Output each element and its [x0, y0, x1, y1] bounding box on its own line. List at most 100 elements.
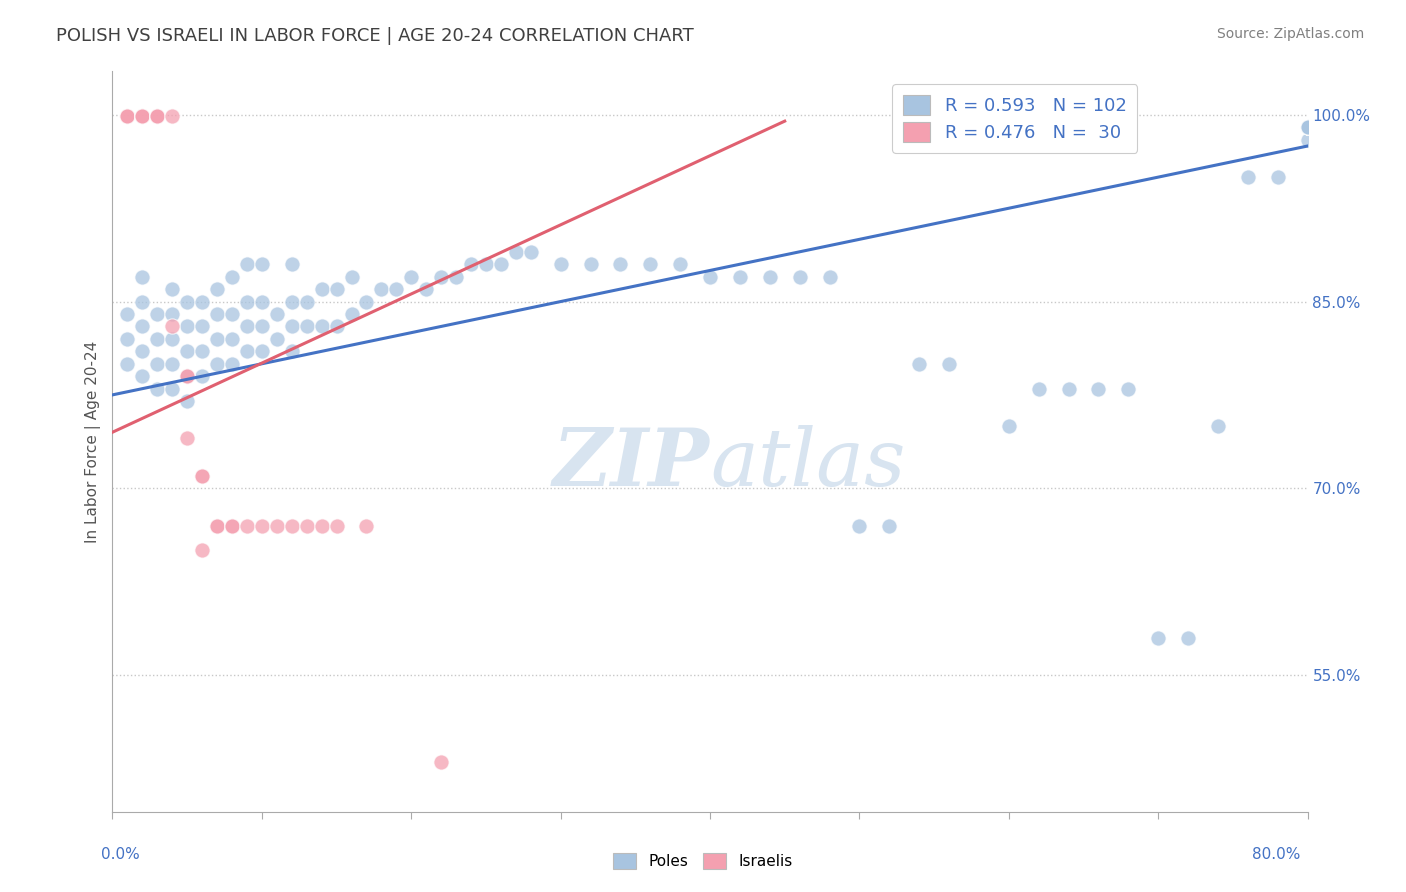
Point: [281, 518, 304, 533]
Point: [579, 257, 602, 271]
Point: [176, 369, 198, 384]
Point: [146, 332, 169, 346]
Point: [162, 282, 183, 296]
Point: [520, 244, 543, 259]
Point: [250, 294, 273, 309]
Point: [266, 332, 288, 346]
Point: [146, 109, 169, 123]
Point: [117, 109, 139, 123]
Point: [1147, 631, 1170, 645]
Point: [669, 257, 692, 271]
Point: [131, 109, 153, 123]
Point: [162, 319, 183, 334]
Text: Source: ZipAtlas.com: Source: ZipAtlas.com: [1216, 27, 1364, 41]
Point: [117, 109, 139, 123]
Point: [176, 294, 198, 309]
Point: [759, 269, 782, 284]
Legend: R = 0.593   N = 102, R = 0.476   N =  30: R = 0.593 N = 102, R = 0.476 N = 30: [893, 84, 1137, 153]
Point: [281, 344, 304, 359]
Point: [1296, 120, 1319, 135]
Point: [1296, 120, 1319, 135]
Point: [146, 357, 169, 371]
Point: [176, 394, 198, 409]
Point: [146, 307, 169, 321]
Point: [236, 518, 259, 533]
Text: POLISH VS ISRAELI IN LABOR FORCE | AGE 20-24 CORRELATION CHART: POLISH VS ISRAELI IN LABOR FORCE | AGE 2…: [56, 27, 695, 45]
Point: [236, 319, 259, 334]
Point: [221, 518, 243, 533]
Point: [1296, 120, 1319, 135]
Y-axis label: In Labor Force | Age 20-24: In Labor Force | Age 20-24: [86, 341, 101, 542]
Point: [162, 382, 183, 396]
Point: [356, 294, 378, 309]
Point: [162, 307, 183, 321]
Point: [205, 282, 228, 296]
Point: [176, 319, 198, 334]
Point: [131, 369, 153, 384]
Point: [117, 357, 139, 371]
Point: [250, 518, 273, 533]
Point: [176, 432, 198, 446]
Point: [221, 357, 243, 371]
Point: [401, 269, 423, 284]
Point: [938, 357, 960, 371]
Point: [340, 269, 363, 284]
Point: [460, 257, 482, 271]
Point: [191, 543, 214, 558]
Point: [191, 468, 214, 483]
Text: 0.0%: 0.0%: [101, 847, 141, 862]
Point: [250, 344, 273, 359]
Point: [162, 357, 183, 371]
Point: [191, 369, 214, 384]
Point: [505, 244, 527, 259]
Point: [385, 282, 408, 296]
Point: [236, 257, 259, 271]
Point: [117, 109, 139, 123]
Point: [1087, 382, 1109, 396]
Point: [1057, 382, 1080, 396]
Point: [131, 319, 153, 334]
Point: [205, 357, 228, 371]
Point: [146, 109, 169, 123]
Point: [311, 518, 333, 533]
Point: [848, 518, 870, 533]
Point: [430, 269, 453, 284]
Point: [191, 344, 214, 359]
Point: [250, 319, 273, 334]
Point: [1267, 170, 1289, 185]
Point: [131, 109, 153, 123]
Point: [146, 382, 169, 396]
Point: [325, 319, 347, 334]
Text: 80.0%: 80.0%: [1253, 847, 1301, 862]
Point: [908, 357, 931, 371]
Point: [191, 468, 214, 483]
Point: [1028, 382, 1050, 396]
Point: [131, 109, 153, 123]
Point: [609, 257, 631, 271]
Point: [325, 282, 347, 296]
Point: [311, 282, 333, 296]
Point: [430, 755, 453, 769]
Point: [295, 518, 318, 533]
Point: [205, 518, 228, 533]
Point: [1177, 631, 1199, 645]
Point: [176, 344, 198, 359]
Point: [789, 269, 811, 284]
Point: [475, 257, 498, 271]
Point: [205, 307, 228, 321]
Point: [356, 518, 378, 533]
Point: [117, 307, 139, 321]
Point: [1296, 120, 1319, 135]
Point: [1237, 170, 1260, 185]
Point: [1296, 120, 1319, 135]
Point: [370, 282, 392, 296]
Legend: Poles, Israelis: Poles, Israelis: [607, 847, 799, 875]
Point: [1296, 120, 1319, 135]
Point: [699, 269, 721, 284]
Point: [236, 344, 259, 359]
Point: [221, 269, 243, 284]
Point: [550, 257, 572, 271]
Point: [1296, 120, 1319, 135]
Point: [191, 294, 214, 309]
Point: [221, 332, 243, 346]
